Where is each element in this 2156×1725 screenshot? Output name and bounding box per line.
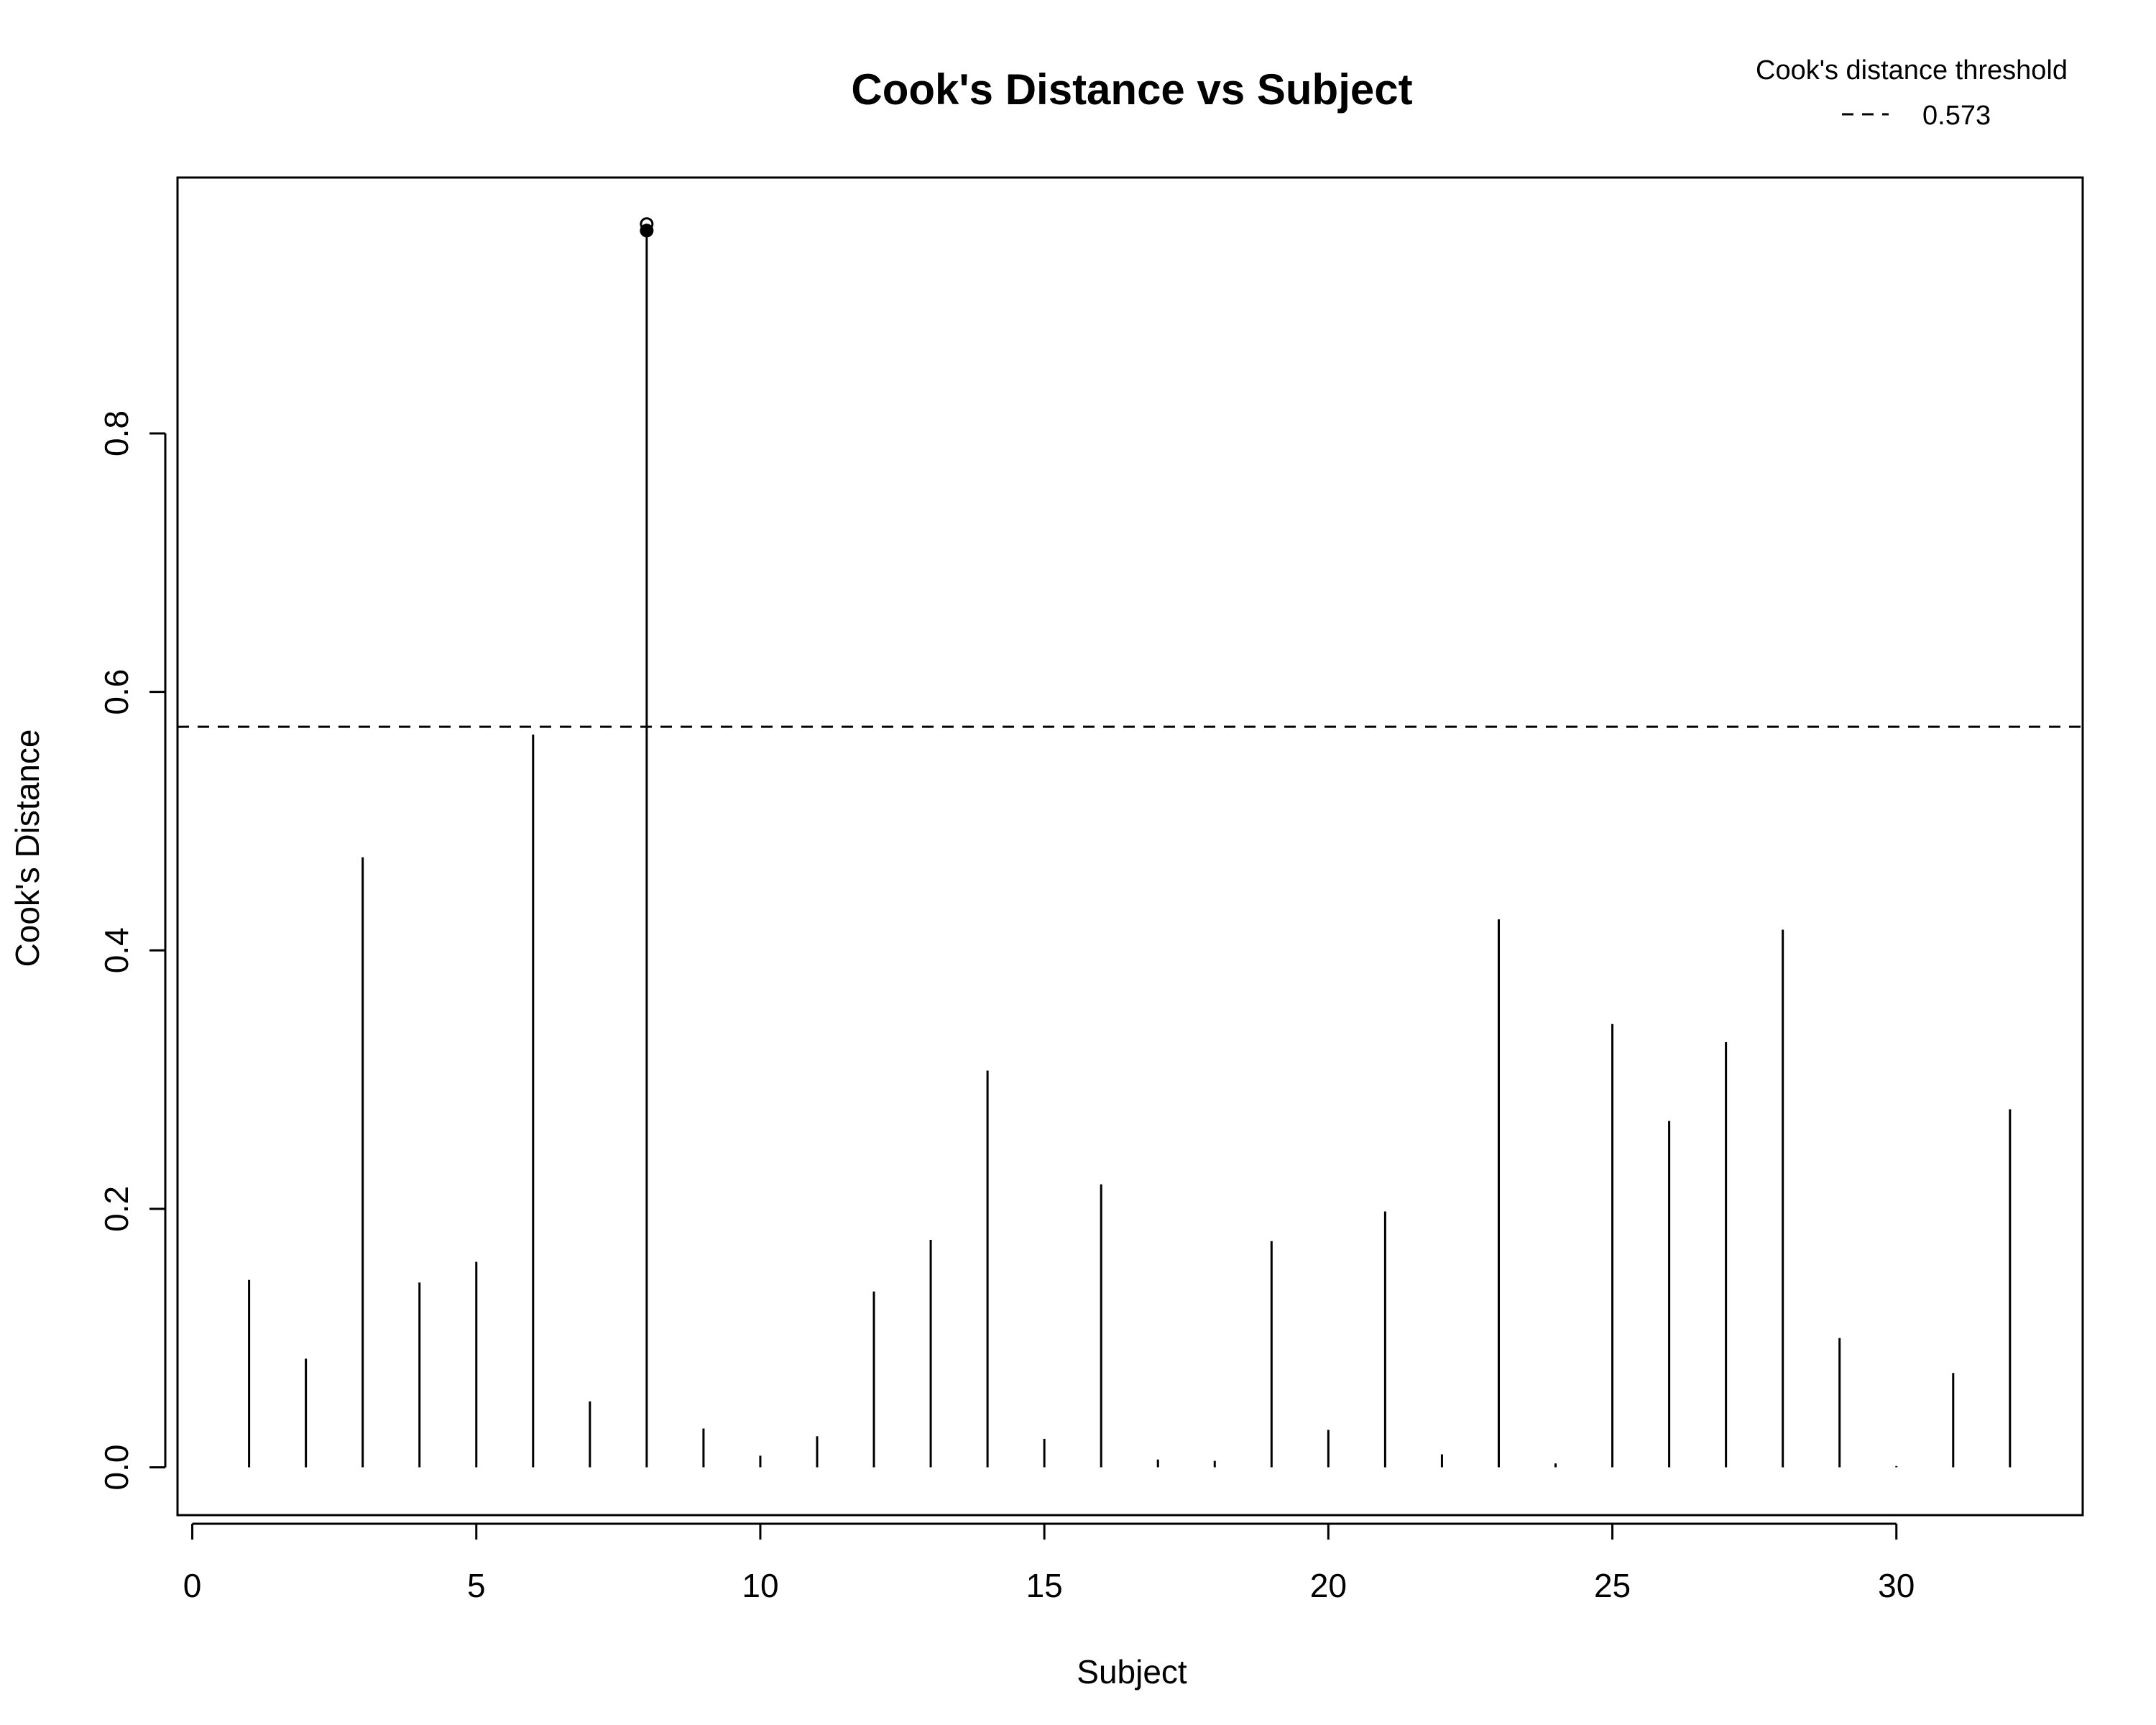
data-stems: [248, 224, 2012, 1468]
legend-entry-label: 0.573: [1922, 101, 1991, 131]
y-tick-label: 0.2: [98, 1186, 135, 1232]
outlier-points: [640, 217, 654, 238]
y-axis-label: Cook's Distance: [9, 730, 46, 967]
legend: Cook's distance threshold 0.573: [1756, 55, 2068, 131]
legend-title: Cook's distance threshold: [1756, 55, 2068, 86]
plot-frame: [176, 176, 2084, 1517]
y-axis: 0.0 0.2 0.4 0.6 0.8: [98, 410, 167, 1490]
x-tick-label: 30: [1878, 1567, 1915, 1604]
x-tick-label: 10: [742, 1567, 778, 1604]
x-tick-label: 25: [1594, 1567, 1631, 1604]
y-tick-label: 0.0: [98, 1444, 135, 1490]
y-tick-label: 0.4: [98, 927, 135, 973]
y-tick-label: 0.6: [98, 669, 135, 715]
x-tick-label: 20: [1310, 1567, 1347, 1604]
chart-title: Cook's Distance vs Subject: [851, 65, 1412, 114]
x-tick-label: 5: [467, 1567, 486, 1604]
outlier-point: [640, 224, 654, 238]
y-tick-label: 0.8: [98, 410, 135, 456]
x-axis-label: Subject: [1077, 1653, 1187, 1690]
x-tick-label: 15: [1026, 1567, 1063, 1604]
x-tick-label: 0: [183, 1567, 202, 1604]
x-axis: 0 5 10 15 20 25 30: [183, 1522, 1915, 1604]
